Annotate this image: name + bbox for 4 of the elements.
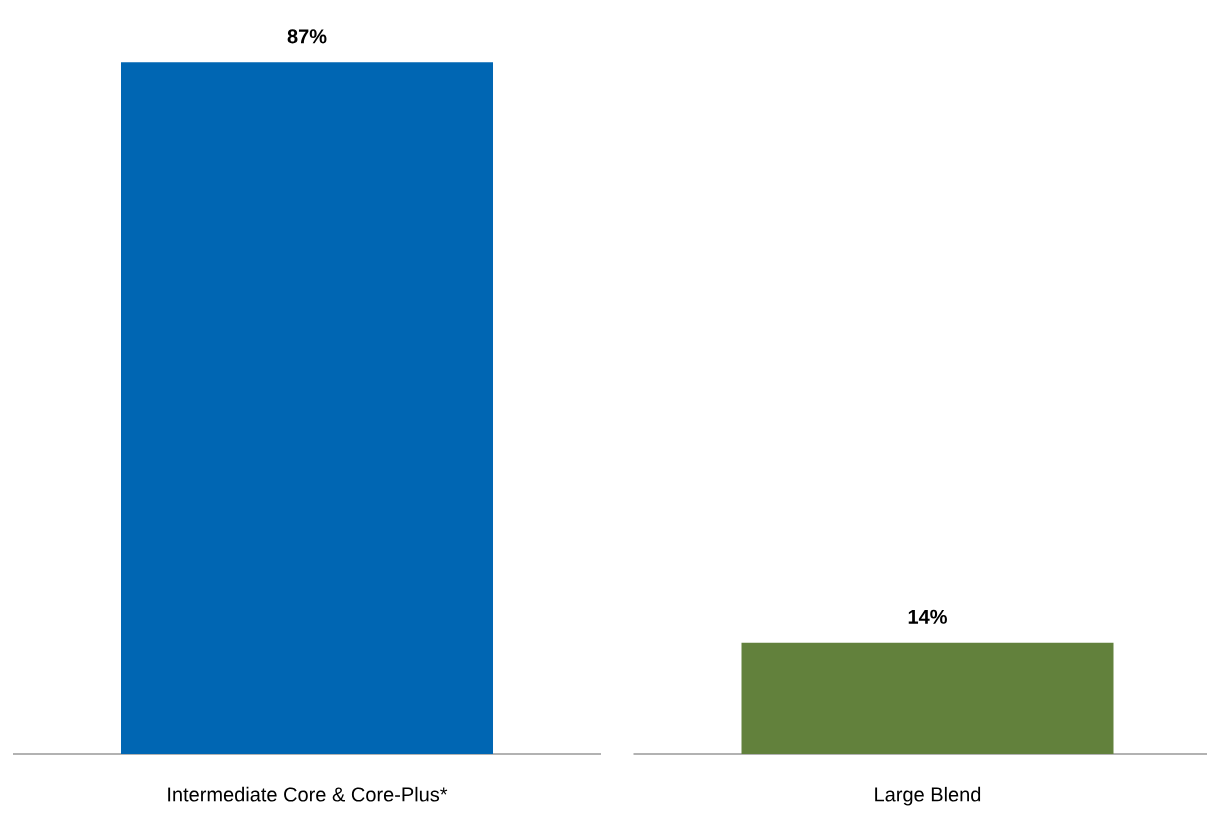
x-tick-label: Intermediate Core & Core-Plus* <box>168 786 448 802</box>
x-tick-label: Large Blend <box>875 786 981 806</box>
data-label: 14% <box>908 609 947 624</box>
data-label: 87% <box>287 29 327 44</box>
